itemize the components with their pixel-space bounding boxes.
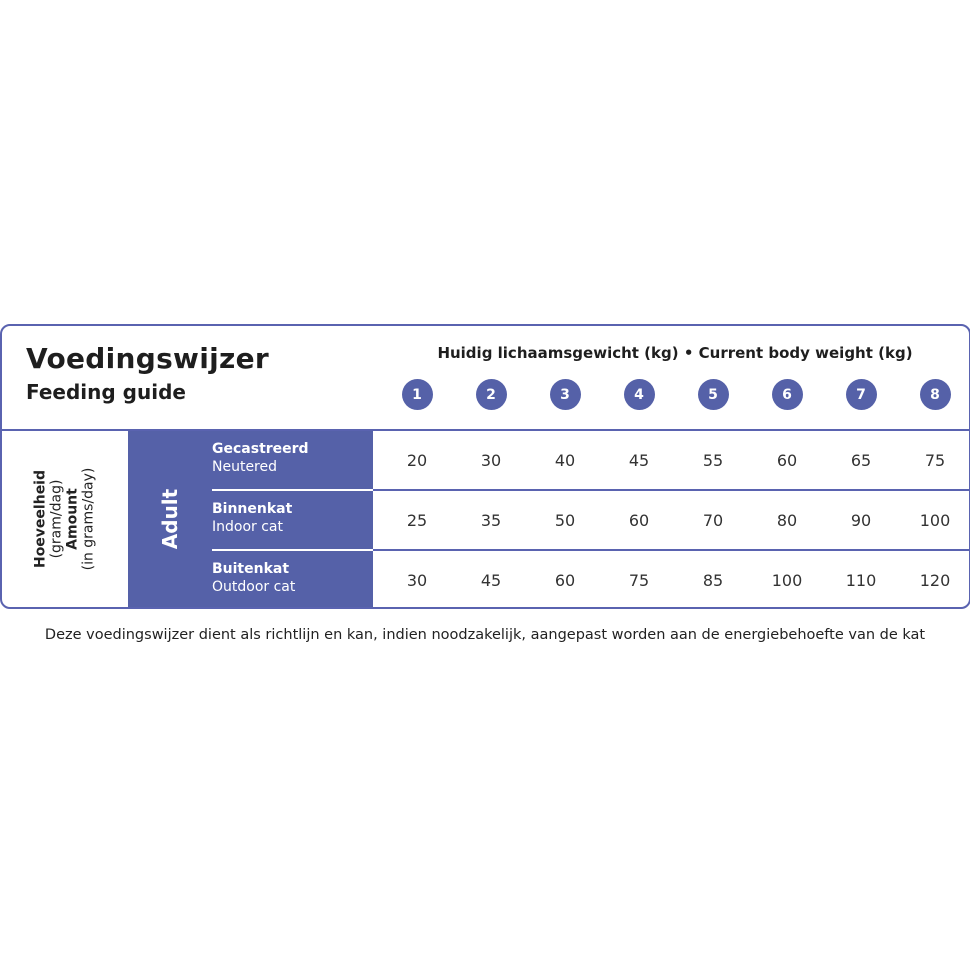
row-divider [373,549,970,551]
header-divider [0,429,970,431]
adult-label: Adult [128,431,212,607]
weight-badge: 6 [771,379,803,410]
amount-label: Hoeveelheid (gram/dag) Amount (in grams/… [0,431,128,607]
table-cell: 60 [554,571,576,590]
table-cell: 35 [480,511,502,530]
title: Voedingswijzer [26,342,270,375]
table-cell: 110 [845,571,877,590]
table-cell: 75 [628,571,650,590]
amount-en: Amount [63,488,80,550]
weight-badge: 8 [919,379,951,410]
weight-header: Huidig lichaamsgewicht (kg) • Current bo… [437,344,913,362]
table-cell: 20 [406,451,428,470]
table-cell: 45 [628,451,650,470]
table-cell: 65 [850,451,872,470]
table-cell: 100 [919,511,951,530]
table-cell: 90 [850,511,872,530]
table-cell: 40 [554,451,576,470]
table-cell: 60 [628,511,650,530]
row-label-nl: Binnenkat [212,501,293,517]
table-cell: 75 [924,451,946,470]
table-cell: 120 [919,571,951,590]
table-cell: 45 [480,571,502,590]
row-label-nl: Buitenkat [212,561,290,577]
weight-badge: 4 [623,379,655,410]
category-column [128,431,373,607]
adult-text: Adult [157,488,182,550]
row-label: Binnenkat Indoor cat [212,500,292,536]
table-cell: 85 [702,571,724,590]
table-cell: 80 [776,511,798,530]
row-label: Buitenkat Outdoor cat [212,560,295,596]
weight-badge: 7 [845,379,877,410]
weight-badge: 1 [401,379,433,410]
weight-badge: 3 [549,379,581,410]
row-label-en: Indoor cat [212,519,283,535]
footer-note: Deze voedingswijzer dient als richtlijn … [44,627,926,643]
subtitle: Feeding guide [26,380,186,404]
row-label-nl: Gecastreerd [212,441,309,457]
table-cell: 60 [776,451,798,470]
table-cell: 25 [406,511,428,530]
row-label-en: Outdoor cat [212,579,296,595]
row-label: Gecastreerd Neutered [212,440,309,476]
row-divider [212,549,373,551]
table-cell: 100 [771,571,803,590]
table-cell: 30 [480,451,502,470]
row-label-en: Neutered [212,459,278,475]
table-cell: 50 [554,511,576,530]
amount-nl: Hoeveelheid [31,469,48,569]
table-cell: 30 [406,571,428,590]
amount-nl-unit: (gram/dag) [47,479,64,559]
row-divider [373,489,970,491]
table-cell: 55 [702,451,724,470]
table-cell: 70 [702,511,724,530]
row-divider [212,489,373,491]
weight-badge: 2 [475,379,507,410]
weight-badge: 5 [697,379,729,410]
amount-en-unit: (in grams/day) [79,467,96,571]
